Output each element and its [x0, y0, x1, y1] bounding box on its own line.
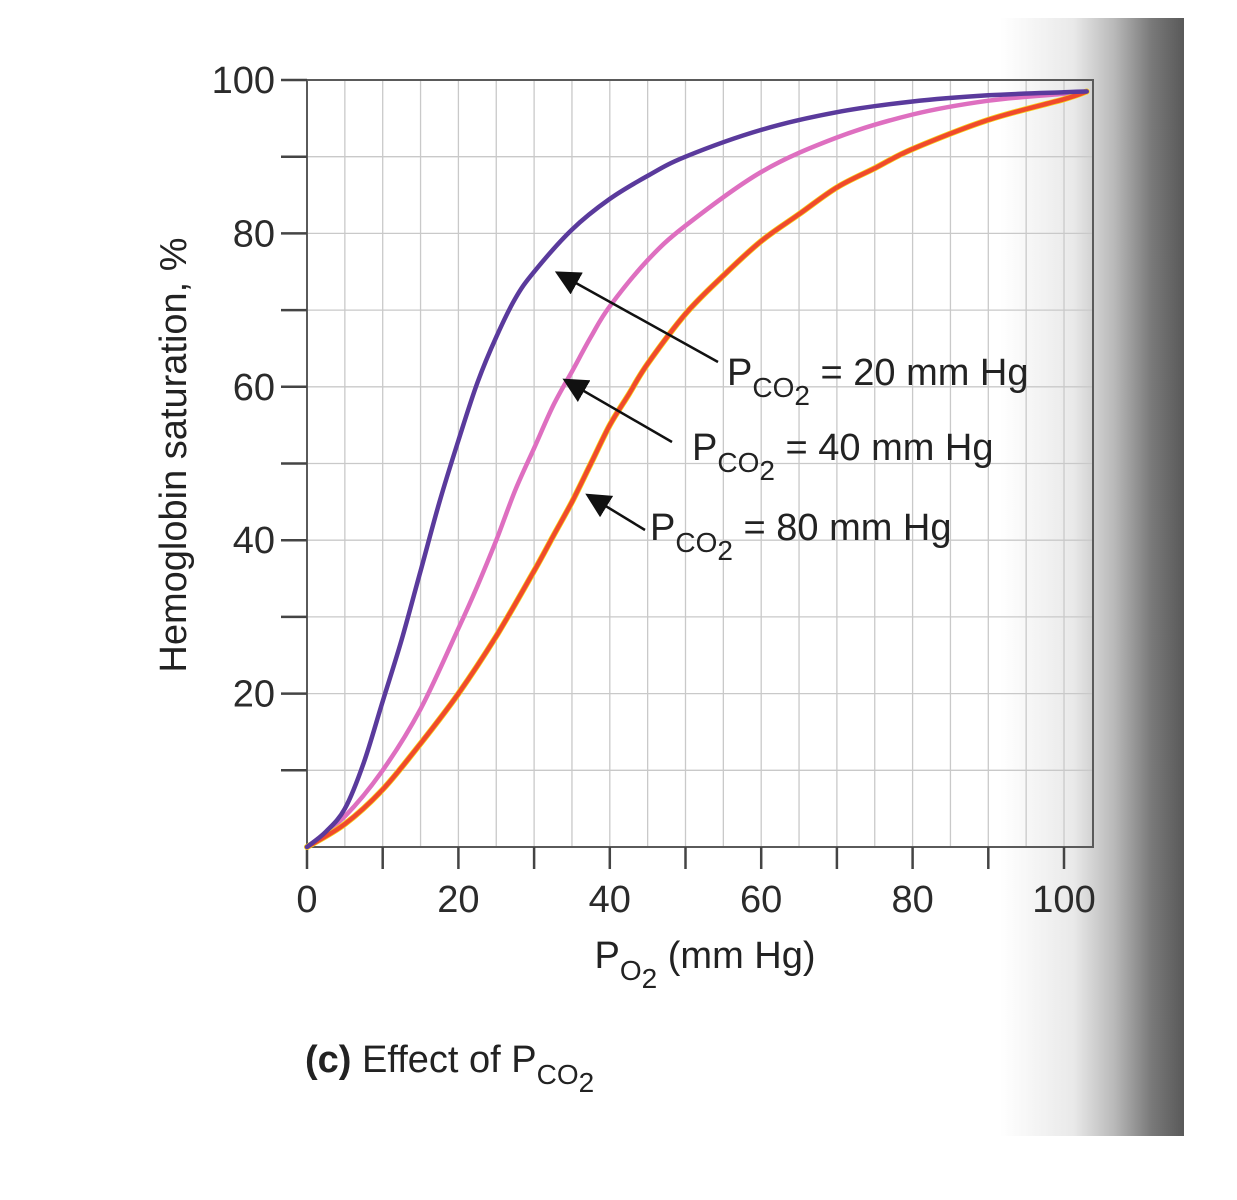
annotation-sub2: 2 — [759, 455, 775, 486]
x-axis-title-main: P — [594, 935, 619, 977]
figure-caption: (c) Effect of PCO2 — [305, 1039, 594, 1098]
annotation-sub2: 2 — [717, 535, 733, 566]
annotation-arrow-2 — [585, 493, 646, 532]
annotation-sub: CO — [752, 372, 794, 403]
y-tick-label-20: 20 — [233, 674, 275, 716]
annotation-sub: CO — [675, 527, 717, 558]
annotation-label-2: PCO2 = 80 mm Hg — [650, 507, 952, 566]
y-tick-label-80: 80 — [233, 213, 275, 255]
annotation-p: P — [727, 352, 752, 394]
y-tick-label-60: 60 — [233, 367, 275, 409]
series-line-1 — [304, 89, 1089, 850]
annotation-p: P — [650, 507, 675, 549]
x-axis-title-rest: (mm Hg) — [657, 935, 815, 977]
grid — [306, 80, 1093, 847]
x-axis-title-sub: O — [620, 955, 642, 986]
y-tick-label-40: 40 — [233, 520, 275, 562]
x-axis-title: PO2 (mm Hg) — [594, 935, 815, 994]
annotation-p: P — [692, 427, 717, 469]
y-axis-title: Hemoglobin saturation, % — [153, 237, 195, 672]
annotation-sub: CO — [717, 447, 759, 478]
annotation-sub2: 2 — [794, 380, 810, 411]
x-tick-label-60: 60 — [740, 879, 782, 921]
annotation-value: = 80 mm Hg — [733, 507, 952, 549]
x-tick-label-100: 100 — [1032, 879, 1095, 921]
annotation-value: = 20 mm Hg — [810, 352, 1029, 394]
y-tick-label-100: 100 — [212, 60, 275, 102]
caption-sub: CO — [537, 1059, 579, 1090]
caption-sub2: 2 — [579, 1067, 595, 1098]
series-lines — [304, 88, 1090, 850]
annotation-label-0: PCO2 = 20 mm Hg — [727, 352, 1029, 411]
axes — [281, 78, 1094, 869]
tick-labels: 20 40 60 80 100 0 20 40 60 80 100 — [212, 60, 1096, 921]
annotation-label-1: PCO2 = 40 mm Hg — [692, 427, 994, 486]
x-tick-label-40: 40 — [589, 879, 631, 921]
series-line-2 — [304, 89, 1089, 850]
caption-text: Effect of P — [351, 1039, 536, 1081]
x-tick-label-80: 80 — [891, 879, 933, 921]
series-line-80-glow — [304, 88, 1090, 850]
x-axis-title-sub2: 2 — [642, 963, 658, 994]
annotation-arrow-0 — [554, 271, 719, 364]
annotation-value: = 40 mm Hg — [775, 427, 994, 469]
annotation-arrow-1 — [562, 378, 673, 444]
x-tick-label-20: 20 — [437, 879, 479, 921]
caption-label: (c) — [305, 1039, 351, 1081]
x-tick-label-0: 0 — [296, 879, 317, 921]
series-line-0 — [304, 89, 1089, 850]
